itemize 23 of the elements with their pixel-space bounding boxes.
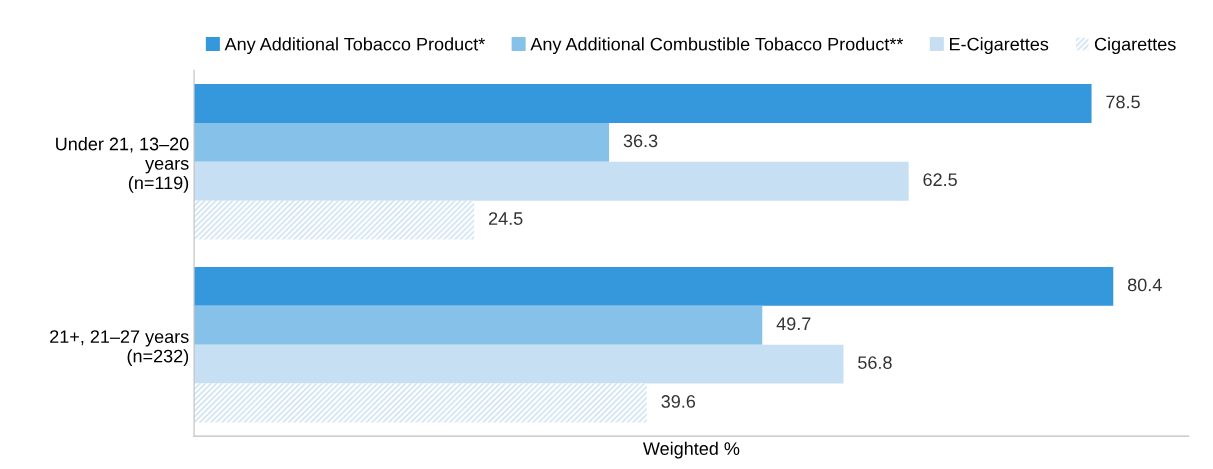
bar (194, 200, 475, 240)
y-tick-label: Under 21, 13–20 years (n=119) (56, 137, 189, 193)
x-axis-title: Weighted % (642, 441, 740, 459)
bar (194, 305, 763, 345)
data-label: 78.5 (1106, 95, 1140, 109)
data-label: 36.3 (623, 134, 658, 148)
data-label: 62.5 (923, 173, 957, 187)
legend-label: E-Cigarettes (950, 37, 1049, 55)
bar (194, 122, 610, 162)
bar (194, 344, 844, 384)
bar (194, 161, 909, 201)
data-label: 39.6 (661, 395, 696, 408)
legend-label: Cigarettes (1094, 37, 1176, 55)
data-label: 49.7 (776, 317, 811, 331)
data-label: 56.8 (858, 356, 892, 369)
bar (194, 266, 1114, 306)
legend-label: Any Additional Combustible Tobacco Product** (530, 37, 904, 55)
y-tick-label: 21+, 21–27 years (n=232) (50, 330, 189, 367)
data-label: 24.5 (488, 212, 523, 225)
legend-label: Any Additional Tobacco Product* (224, 37, 485, 55)
bar (194, 84, 1092, 123)
bar (194, 383, 647, 423)
data-label: 80.4 (1127, 278, 1162, 292)
